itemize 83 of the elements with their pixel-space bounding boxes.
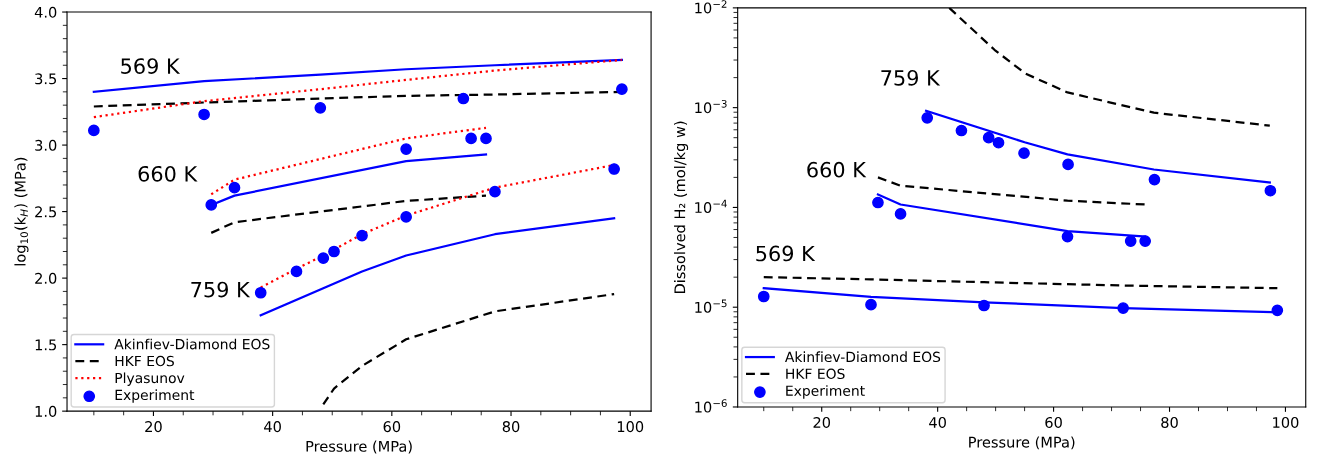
x-tick-label: 60 — [383, 421, 401, 433]
point — [865, 298, 877, 311]
x-tick-label: 20 — [145, 421, 162, 433]
x-tick-label: 20 — [813, 416, 831, 428]
point — [982, 131, 995, 144]
y-tick-label: 3.0 — [35, 139, 57, 151]
annotation: 759 K — [881, 70, 941, 86]
point — [480, 132, 492, 145]
point — [400, 211, 412, 223]
y-tick-label: 10$^{−6}$ — [695, 399, 727, 413]
legend-label: Akinfiev-Diamond EOS — [785, 351, 941, 363]
point — [1062, 158, 1074, 171]
point — [228, 181, 241, 194]
point — [1124, 235, 1137, 247]
point — [616, 83, 628, 96]
y-tick-label: 1.0 — [35, 405, 57, 417]
point — [872, 196, 884, 209]
y-axis-title: log$_{10}$(k$_{H}$) (MPa) — [14, 157, 29, 266]
x-tick-label: 100 — [1273, 416, 1299, 428]
annotation: 569 K — [756, 245, 816, 262]
legend-label: HKF EOS — [115, 355, 174, 367]
point — [955, 124, 968, 137]
y-tick-label: 10$^{−2}$ — [695, 0, 727, 14]
point — [1018, 147, 1030, 159]
y-tick-label: 10$^{−5}$ — [695, 299, 727, 313]
point — [894, 208, 907, 220]
point — [290, 265, 303, 278]
line-series — [876, 176, 1147, 206]
y-tick-label: 10$^{−3}$ — [695, 99, 727, 114]
point — [757, 290, 770, 303]
line-series — [322, 292, 616, 406]
point — [1264, 184, 1277, 197]
point — [608, 163, 620, 175]
x-tick-label: 40 — [264, 421, 281, 433]
y-tick-label: 2.0 — [35, 272, 57, 284]
point — [317, 252, 330, 264]
y-axis-title: Dissolved H₂ (mol/kg w) — [674, 121, 689, 294]
line-series — [92, 58, 623, 93]
line-series — [92, 58, 623, 119]
legend-label: Experiment — [115, 389, 195, 403]
annotation: 569 K — [121, 58, 181, 74]
x-tick-label: 60 — [1045, 416, 1062, 428]
x-tick-label: 40 — [929, 416, 946, 428]
point — [1148, 173, 1161, 186]
line-series — [210, 126, 488, 196]
point — [400, 143, 412, 155]
point — [992, 136, 1005, 149]
legend-label: Plyasunov — [115, 372, 185, 386]
legend-label: Akinfiev-Diamond EOS — [114, 338, 270, 350]
line-series — [210, 194, 488, 234]
x-tick-label: 80 — [1161, 416, 1178, 428]
point — [254, 286, 267, 299]
x-axis-title: Pressure (MPa) — [969, 436, 1075, 450]
point — [978, 299, 990, 312]
legend-label: HKF EOS — [786, 368, 845, 380]
x-axis-title: Pressure (MPa) — [306, 440, 412, 454]
point — [1271, 304, 1284, 317]
point — [465, 132, 477, 145]
y-tick-label: 4.0 — [34, 6, 57, 18]
line-series — [762, 276, 1279, 290]
y-tick-label: 10$^{−4}$ — [695, 199, 727, 214]
point — [489, 185, 501, 198]
x-tick-label: 80 — [502, 421, 520, 433]
annotation: 660 K — [807, 161, 867, 178]
legend-label: Experiment — [786, 385, 865, 399]
point — [1139, 235, 1152, 247]
point — [198, 108, 210, 121]
annotation: 660 K — [138, 165, 198, 182]
point — [356, 229, 368, 242]
y-tick-label: 1.5 — [35, 339, 57, 351]
point — [205, 199, 218, 211]
y-tick-label: 2.5 — [35, 206, 57, 218]
annotation: 759 K — [191, 281, 251, 298]
point — [314, 101, 327, 114]
point — [1061, 230, 1074, 243]
y-tick-label: 3.5 — [35, 73, 57, 85]
point — [1117, 302, 1129, 314]
line-series — [259, 217, 616, 317]
point — [457, 92, 470, 105]
point — [87, 124, 100, 137]
x-tick-label: 100 — [617, 421, 644, 433]
point — [921, 112, 934, 124]
point — [328, 245, 340, 258]
